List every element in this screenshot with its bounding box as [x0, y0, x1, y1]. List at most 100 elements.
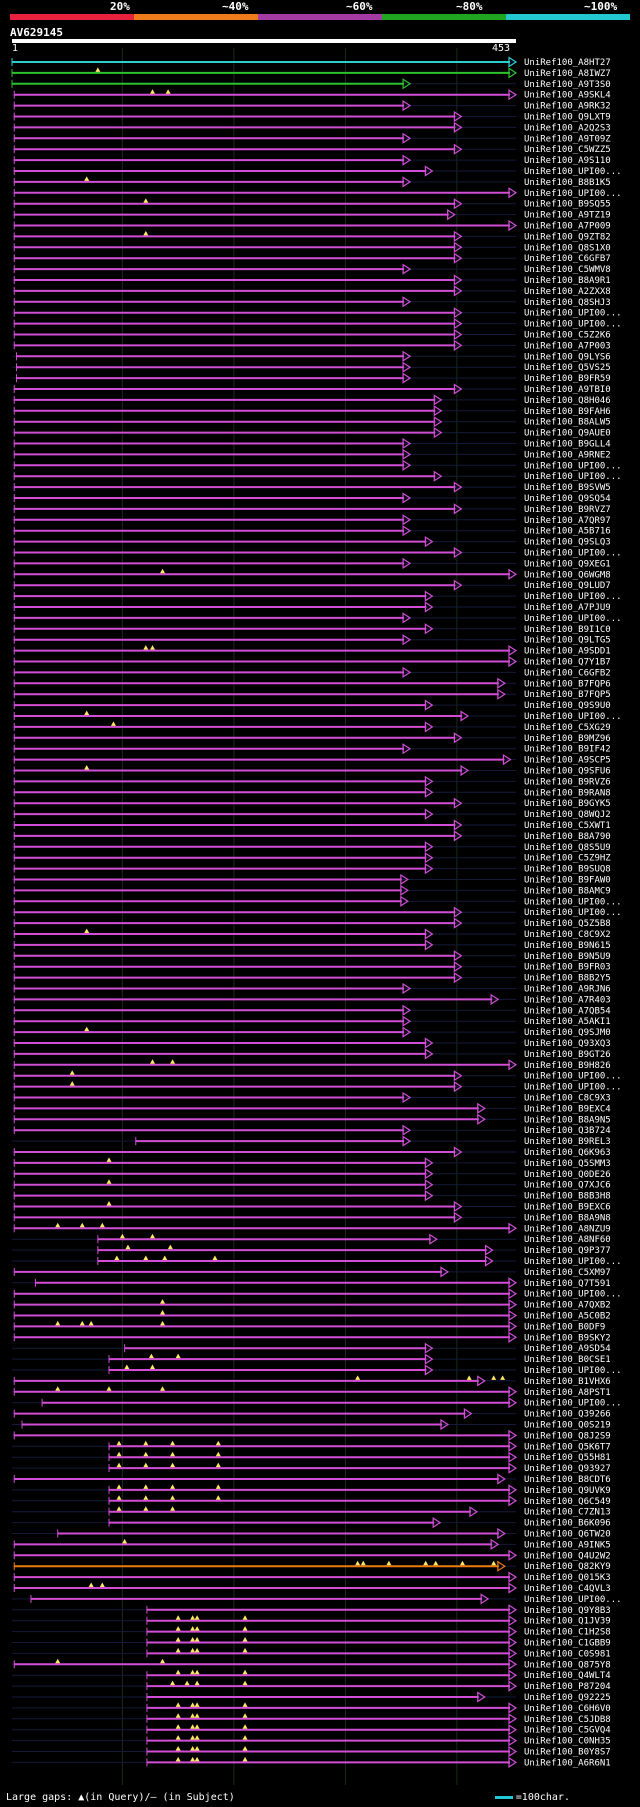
hit-arrow	[400, 895, 409, 907]
hit-label: UniRef100_A7R403	[524, 995, 611, 1005]
query-gap-marker	[170, 1451, 176, 1457]
hit-label: UniRef100_Q4U2W2	[524, 1551, 611, 1561]
query-gap-marker	[242, 1637, 248, 1642]
hit-arrow	[490, 993, 500, 1005]
hit-label: UniRef100_UPI00...	[524, 1595, 622, 1605]
hit-label: UniRef100_B8A790	[524, 832, 611, 842]
hit-label: UniRef100_A8PST1	[524, 1388, 611, 1398]
hit-label: UniRef100_Q9SJM0	[524, 1028, 611, 1038]
hit-label: UniRef100_Q8J2S9	[524, 1431, 611, 1441]
hit-arrow	[432, 1517, 442, 1529]
hit-arrow	[424, 786, 434, 798]
query-gap-marker	[215, 1495, 221, 1500]
hit-arrow	[453, 274, 463, 286]
hit-arrow	[402, 666, 412, 678]
hit-label: UniRef100_C0S981	[524, 1649, 611, 1659]
hit-arrow	[402, 514, 412, 526]
hit-label: UniRef100_B0Y8S7	[524, 1748, 611, 1758]
hit-arrow	[402, 1004, 412, 1016]
hit-arrow	[424, 1157, 434, 1169]
query-gap-marker	[84, 710, 90, 715]
hit-arrow	[508, 1320, 518, 1332]
query-gap-marker	[215, 1484, 221, 1489]
hit-arrow	[508, 1713, 518, 1725]
hit-label: UniRef100_C6H6V0	[524, 1704, 611, 1714]
query-name: AV629145	[10, 26, 63, 39]
hit-arrow	[508, 1495, 518, 1507]
hit-arrow	[424, 852, 434, 864]
hit-arrow	[508, 1604, 518, 1616]
hit-label: UniRef100_UPI00...	[524, 461, 622, 471]
query-gap-marker	[149, 89, 155, 94]
query-gap-marker	[459, 1560, 465, 1566]
hit-label: UniRef100_B9H826	[524, 1061, 611, 1071]
query-gap-marker	[143, 1484, 149, 1489]
hit-arrow	[453, 819, 463, 831]
hit-label: UniRef100_A9INK5	[524, 1540, 611, 1550]
query-gap-marker	[99, 1582, 105, 1587]
query-gap-marker	[190, 1647, 196, 1653]
hit-label: UniRef100_C5XG29	[524, 723, 611, 733]
query-gap-marker	[143, 1462, 149, 1468]
hit-label: UniRef100_B8B3H8	[524, 1192, 611, 1202]
query-gap-marker	[106, 1201, 112, 1206]
hit-arrow	[477, 1113, 486, 1125]
query-gap-marker	[160, 1299, 166, 1304]
hit-arrow	[402, 78, 412, 90]
hit-arrow	[508, 1299, 518, 1311]
hit-label: UniRef100_Q9P377	[524, 1246, 611, 1256]
hit-label: UniRef100_UPI00...	[524, 189, 622, 199]
hit-arrow	[497, 1560, 506, 1572]
hit-arrow	[402, 154, 412, 166]
query-bar	[12, 39, 516, 43]
hit-arrow	[433, 470, 443, 482]
hit-label: UniRef100_Q8S5U9	[524, 843, 611, 853]
query-gap-marker	[242, 1735, 248, 1740]
hit-arrow	[402, 100, 412, 112]
query-gap-marker	[167, 1244, 173, 1250]
query-gap-marker	[55, 1386, 61, 1391]
query-gap-marker	[116, 1451, 122, 1457]
hit-label: UniRef100_Q5K6T7	[524, 1442, 611, 1452]
hit-arrow	[453, 797, 463, 809]
legend-swatch-40	[134, 14, 258, 20]
hit-arrow	[453, 307, 463, 319]
hit-label: UniRef100_Q5SMM3	[524, 1159, 611, 1169]
hit-label: UniRef100_A7P009	[524, 222, 611, 232]
query-gap-marker	[194, 1756, 200, 1762]
hit-label: UniRef100_A5B716	[524, 527, 611, 537]
query-gap-marker	[190, 1724, 196, 1729]
hit-arrow	[460, 764, 470, 777]
hit-label: UniRef100_B0DF9	[524, 1322, 605, 1332]
hit-arrow	[453, 972, 463, 984]
hit-label: UniRef100_A7QB54	[524, 1006, 611, 1016]
hit-label: UniRef100_B0CSE1	[524, 1355, 611, 1365]
query-gap-marker	[184, 1680, 190, 1686]
hit-arrow	[402, 350, 412, 362]
query-gap-marker	[433, 1560, 439, 1566]
hit-arrow	[424, 841, 434, 853]
hit-label: UniRef100_A8NZU9	[524, 1224, 611, 1234]
hit-arrow	[508, 1484, 518, 1496]
hit-arrow	[402, 372, 412, 384]
hit-label: UniRef100_Q015K3	[524, 1573, 611, 1583]
hit-label: UniRef100_C1GBB9	[524, 1639, 611, 1649]
hit-arrow	[402, 1015, 412, 1027]
hit-label: UniRef100_C5WZZ5	[524, 145, 611, 155]
hit-label: UniRef100_C1H2S8	[524, 1628, 611, 1638]
hit-arrow	[453, 198, 463, 210]
query-gap-marker	[175, 1647, 181, 1653]
hit-arrow	[402, 743, 412, 755]
hit-label: UniRef100_A9T3S0	[524, 80, 611, 90]
hit-arrow	[508, 1571, 518, 1583]
hit-arrow	[508, 1386, 518, 1398]
hit-arrow	[453, 285, 463, 297]
hit-arrow	[440, 1266, 450, 1278]
legend-label-20: 20%	[110, 0, 130, 13]
hit-label: UniRef100_B1VHX6	[524, 1377, 611, 1387]
hit-label: UniRef100_B9SVW5	[524, 483, 611, 493]
legend-swatch-80	[382, 14, 506, 20]
hit-label: UniRef100_B8A9N8	[524, 1213, 611, 1223]
query-gap-marker	[190, 1702, 196, 1707]
